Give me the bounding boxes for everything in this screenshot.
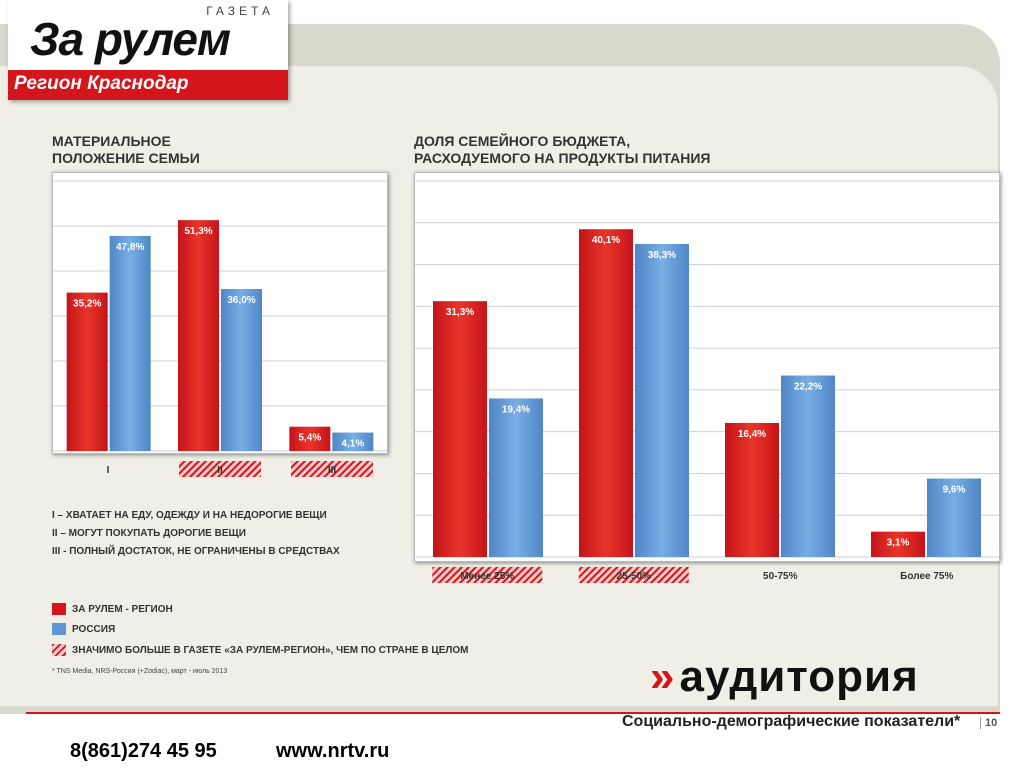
chart1-bar-russia [221,289,262,451]
chart1-category-axis: I II III [107,461,373,477]
chart1-highlight-hatch [179,461,261,477]
chart2-bar-region [725,422,779,557]
chart2-category-label: 50-75% [763,571,798,582]
note-3: III - ПОЛНЫЙ ДОСТАТОК, НЕ ОГРАНИЧЕНЫ В С… [52,546,340,557]
chart1-data-label: 4,1% [341,439,364,450]
slide-subtitle: Социально-демографические показатели* [622,713,961,730]
chart1-data-label: 5,4% [298,433,321,444]
chart2-bar-russia [927,478,981,557]
chart2-data-label: 31,3% [446,307,474,318]
legend-hatch-swatch [52,644,66,656]
page-number: 10 [980,717,997,729]
chart2-category-label: Менее 25% [460,571,514,582]
logo-gazeta: ГАЗЕТА [206,4,274,18]
legend-blue-label: РОССИЯ [72,624,116,635]
chart2-bar-region [579,229,633,558]
chart2-data-label: 19,4% [502,404,530,415]
chart2-category-label: Более 75% [900,571,953,582]
chart2-bar-region [871,531,925,557]
chart1-bar-region [289,426,331,451]
brand-chevron-icon: » [650,652,676,701]
chart1-title: МАТЕРИАЛЬНОЕ ПОЛОЖЕНИЕ СЕМЬИ [52,133,200,166]
divider-line [26,712,1000,714]
chart2-data-label: 9,6% [943,485,966,496]
chart1-bar-region [66,292,108,451]
chart2-svg: 31,3% 19,4% 40,1% 38,3% 16,4% 22,2% 3,1% 9,6% [415,180,999,558]
logo: ГАЗЕТА За рулем Регион Краснодар [8,0,288,100]
chart2-data-label: 40,1% [592,235,620,246]
chart2-title: ДОЛЯ СЕМЕЙНОГО БЮДЖЕТА, РАСХОДУЕМОГО НА … [414,133,711,166]
footnote: * TNS Media, NRS-Россия (+Zodiac), март … [52,668,228,675]
chart2-data-label: 16,4% [738,429,766,440]
chart1-data-label: 51,3% [184,226,212,237]
chart1-bar-russia [109,235,151,451]
chart2-category-label: 25-50% [617,571,652,582]
chart2-data-label: 3,1% [887,538,910,549]
chart1-data-label: 47,8% [116,242,144,253]
brand-logo: »аудитория [650,652,919,702]
chart2-highlight-hatch [578,567,689,583]
chart2-bar-region [433,301,487,557]
logo-name: За рулем [30,13,231,65]
brand-name: аудитория [679,652,919,701]
chart1-category-label: III [328,465,337,476]
chart2-bar-russia [781,375,835,557]
note-2: II – МОГУТ ПОКУПАТЬ ДОРОГИЕ ВЕЩИ [52,528,246,539]
note-1: I – ХВАТАЕТ НА ЕДУ, ОДЕЖДУ И НА НЕДОРОГИ… [52,510,327,521]
chart1-bar-russia [332,432,374,451]
legend-red-label: ЗА РУЛЕМ - РЕГИОН [72,604,173,615]
legend-blue-swatch [52,623,66,635]
logo-region: Регион Краснодар [8,70,288,100]
chart1-data-label: 36,0% [227,295,255,306]
chart1-bar-region [178,220,219,451]
chart2-bar-russia [489,398,543,557]
chart2-bar-russia [635,243,689,557]
chart1-frame: 35,2% 47,8% 51,3% 36,0% 5,4% 4,1% [52,172,388,454]
chart2-data-label: 22,2% [794,382,822,393]
chart2-highlight-hatch [432,567,543,583]
chart2-frame: 31,3% 19,4% 40,1% 38,3% 16,4% 22,2% 3,1% 9,6% [414,172,1000,562]
chart1-highlight-hatch [291,461,373,477]
legend-hatch-label: ЗНАЧИМО БОЛЬШЕ В ГАЗЕТЕ «ЗА РУЛЕМ-РЕГИОН… [72,645,469,656]
contact-phone: 8(861)274 45 95 [70,740,217,762]
chart1-category-label: I [107,465,110,476]
legend-red-swatch [52,603,66,615]
chart2-data-label: 38,3% [648,250,676,261]
contact-website: www.nrtv.ru [276,740,390,762]
chart1-category-label: II [217,465,223,476]
chart2-category-axis: Менее 25% 25-50% 50-75% Более 75% [432,567,953,583]
chart1-svg: 35,2% 47,8% 51,3% 36,0% 5,4% 4,1% [53,180,387,452]
chart1-data-label: 35,2% [73,299,101,310]
